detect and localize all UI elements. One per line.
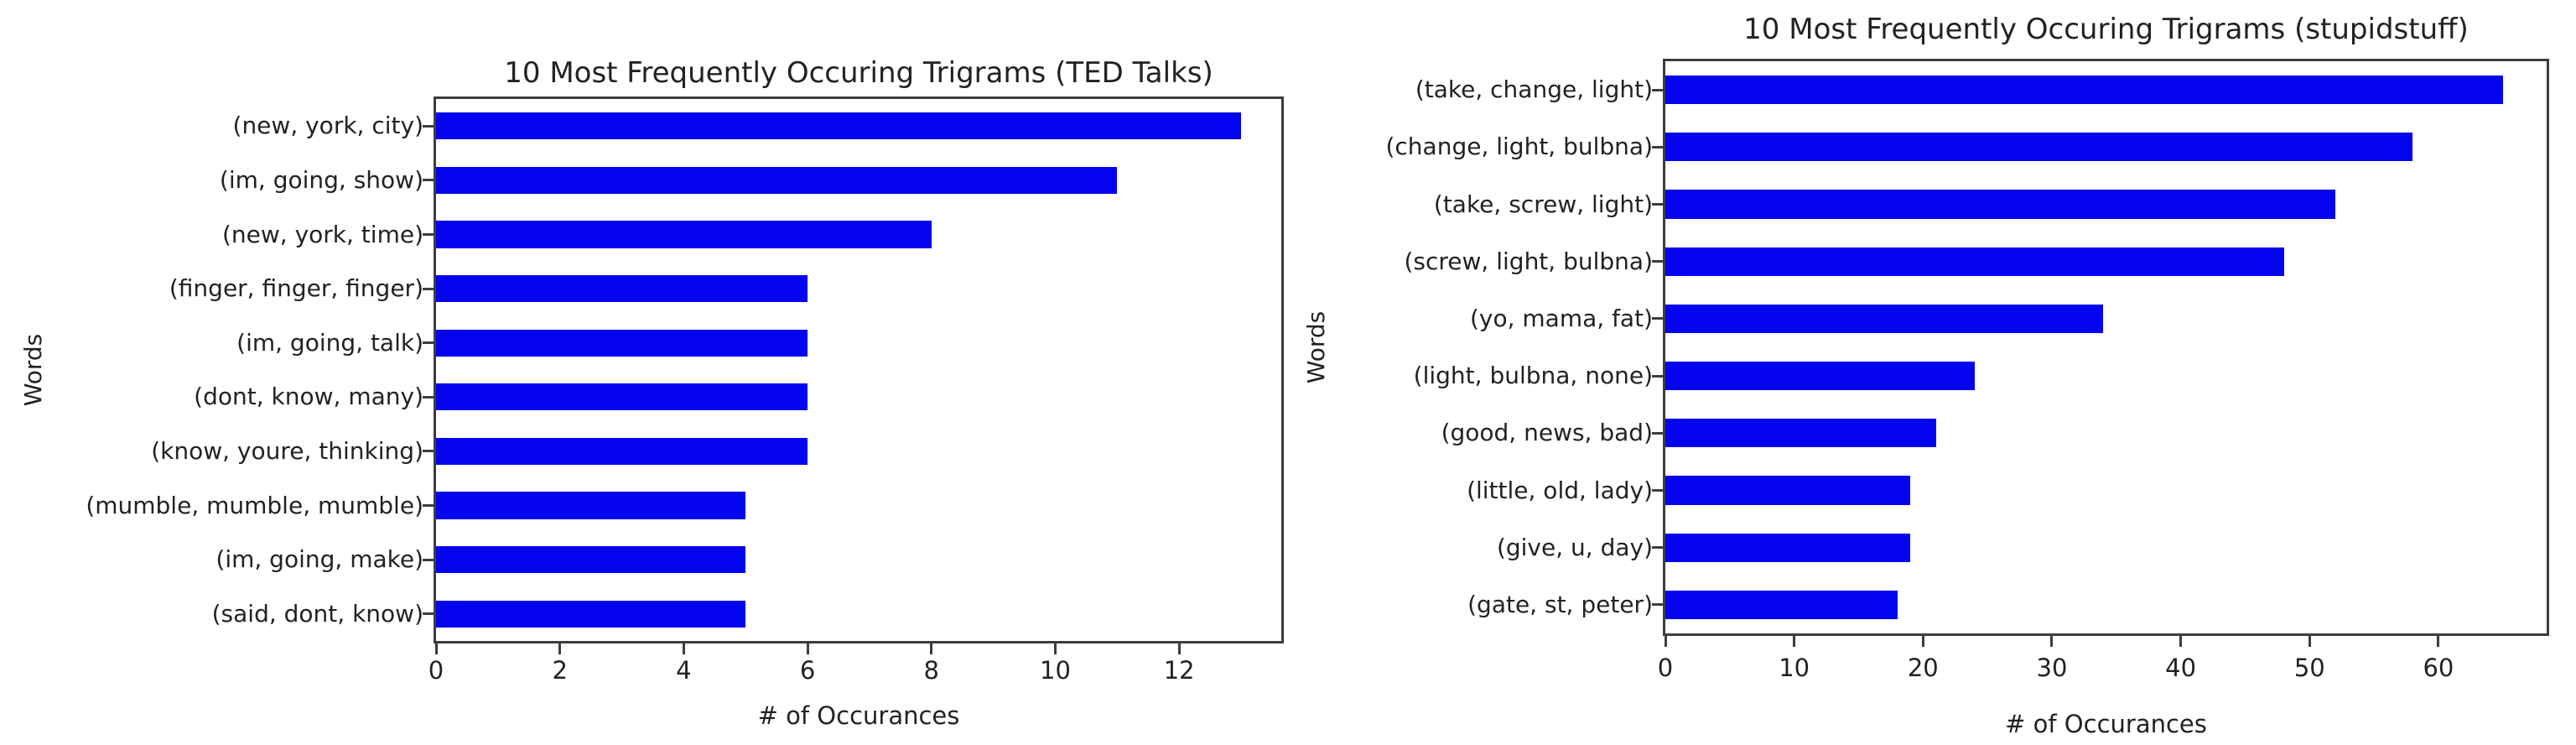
x-tick-mark	[2179, 636, 2183, 647]
y-tick-mark	[423, 287, 434, 290]
y-tick-mark	[1652, 203, 1663, 206]
plot-area	[423, 96, 1284, 643]
y-tick-mark	[423, 558, 434, 561]
x-tick-mark	[1793, 636, 1796, 647]
x-tick-label: 60	[2423, 654, 2454, 682]
y-tick-mark	[1652, 603, 1663, 607]
x-axis-label: # of Occurances	[757, 701, 960, 730]
x-tick-mark	[2308, 636, 2311, 647]
y-category-label: (know, youre, thinking)	[151, 436, 423, 465]
bar	[1665, 476, 1910, 505]
plot-area	[1652, 59, 2549, 636]
x-tick-mark	[1664, 636, 1667, 647]
x-tick-mark	[558, 643, 562, 654]
y-tick-mark	[423, 612, 434, 616]
x-tick-label: 0	[1657, 654, 1674, 682]
x-tick-mark	[806, 643, 809, 654]
y-category-label: (yo, mama, fat)	[1469, 304, 1653, 332]
y-category-label: (im, going, make)	[216, 545, 423, 574]
bar	[436, 329, 808, 357]
x-tick-mark	[1921, 636, 1924, 647]
x-tick-label: 12	[1163, 656, 1195, 685]
y-category-label: (screw, light, bulbna)	[1404, 247, 1654, 275]
bar	[436, 274, 808, 303]
x-tick-label: 8	[923, 656, 939, 685]
y-category-label: (new, york, time)	[221, 220, 423, 248]
bar	[1665, 362, 1975, 391]
x-tick-label: 0	[428, 656, 444, 685]
y-tick-mark	[423, 450, 434, 453]
x-tick-mark	[434, 643, 438, 654]
y-axis-label: Words	[19, 333, 47, 407]
chart-title: 10 Most Frequently Occuring Trigrams (st…	[1743, 13, 2469, 46]
bar	[436, 545, 746, 574]
bar	[1665, 190, 2335, 219]
x-tick-label: 50	[2293, 654, 2325, 682]
y-category-label: (im, going, show)	[219, 165, 423, 194]
bar	[436, 112, 1241, 140]
chart-title: 10 Most Frequently Occuring Trigrams (TE…	[504, 56, 1213, 90]
y-tick-mark	[1652, 431, 1663, 435]
y-tick-mark	[1652, 145, 1663, 148]
bar	[436, 437, 808, 466]
x-tick-label: 20	[1907, 654, 1939, 682]
bar	[1665, 590, 1898, 619]
y-axis-label: Words	[1302, 310, 1330, 384]
y-tick-mark	[1652, 260, 1663, 263]
bar	[1665, 533, 1910, 562]
x-tick-label: 10	[1040, 656, 1071, 685]
y-category-label: (give, u, day)	[1496, 533, 1653, 561]
x-tick-mark	[2437, 636, 2440, 647]
x-tick-mark	[1177, 643, 1181, 654]
y-category-label: (dont, know, many)	[194, 383, 423, 411]
y-tick-mark	[423, 233, 434, 236]
bar	[436, 492, 746, 519]
x-tick-label: 4	[676, 656, 692, 685]
y-category-label: (take, change, light)	[1415, 76, 1653, 104]
x-tick-label: 10	[1779, 654, 1810, 682]
y-tick-mark	[1652, 317, 1663, 320]
bar	[1665, 133, 2413, 162]
y-tick-mark	[1652, 546, 1663, 550]
y-category-label: (said, dont, know)	[211, 599, 423, 628]
y-category-label: (change, light, bulbna)	[1385, 133, 1653, 161]
y-category-label: (take, screw, light)	[1433, 190, 1653, 218]
y-category-label: (little, old, lady)	[1467, 476, 1653, 504]
y-category-label: (finger, finger, finger)	[169, 274, 423, 303]
bar	[1665, 247, 2284, 276]
bar	[1665, 76, 2503, 105]
y-tick-mark	[423, 395, 434, 399]
x-tick-mark	[1053, 643, 1057, 654]
x-tick-mark	[2050, 636, 2054, 647]
y-category-label: (im, going, talk)	[236, 328, 423, 357]
bar	[436, 166, 1118, 195]
y-tick-mark	[1652, 88, 1663, 91]
x-tick-label: 40	[2165, 654, 2197, 682]
bar	[1665, 419, 1936, 448]
x-tick-mark	[930, 643, 933, 654]
y-tick-mark	[423, 341, 434, 345]
bar	[1665, 304, 2104, 333]
x-tick-mark	[682, 643, 685, 654]
bar	[436, 383, 808, 411]
y-category-label: (new, york, city)	[232, 112, 423, 140]
x-axis-label: # of Occurances	[2005, 710, 2207, 738]
x-tick-label: 30	[2036, 654, 2068, 682]
bar	[436, 221, 932, 248]
bar	[436, 600, 746, 628]
y-category-label: (good, news, bad)	[1441, 419, 1653, 447]
y-category-label: (mumble, mumble, mumble)	[86, 491, 423, 519]
figure-stupidstuff: 10 Most Frequently Occuring Trigrams (st…	[1288, 0, 2576, 745]
y-tick-mark	[1652, 374, 1663, 378]
y-category-label: (gate, st, peter)	[1467, 590, 1653, 618]
figure-ted-talks: 10 Most Frequently Occuring Trigrams (TE…	[19, 56, 1284, 730]
y-tick-mark	[423, 124, 434, 128]
x-tick-label: 2	[552, 656, 568, 685]
y-tick-mark	[423, 179, 434, 182]
y-tick-mark	[423, 504, 434, 507]
y-category-label: (light, bulbna, none)	[1413, 362, 1653, 390]
x-tick-label: 6	[799, 656, 816, 685]
y-tick-mark	[1652, 489, 1663, 492]
